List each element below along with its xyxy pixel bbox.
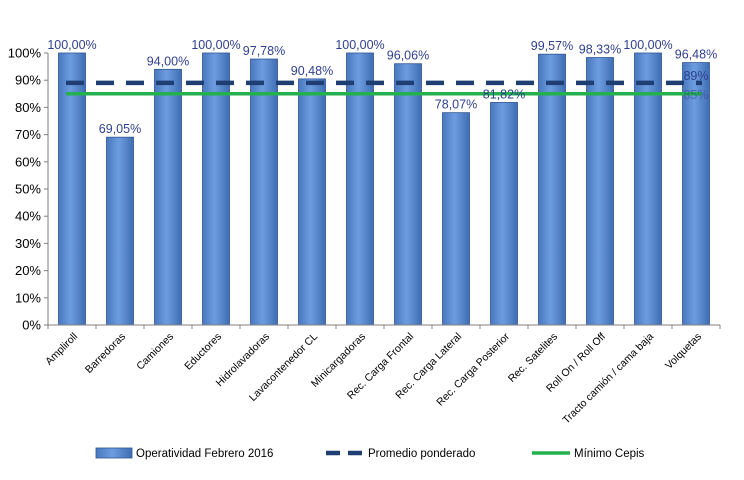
reference-lines: [66, 80, 702, 96]
bars: [58, 52, 710, 326]
bar: [346, 52, 374, 326]
y-tick-label: 60%: [15, 154, 41, 169]
x-axis: Ampliroll Barredoras Camiones EductoresHidr…: [43, 324, 721, 427]
bar-data-label: 96,06%: [387, 49, 429, 63]
bar: [298, 78, 326, 326]
bar: [154, 68, 182, 326]
y-tick-label: 10%: [15, 290, 41, 305]
bar-data-label: 100,00%: [335, 38, 384, 52]
bar-data-label: 99,57%: [531, 39, 573, 53]
bar-data-label: 69,05%: [99, 122, 141, 136]
y-tick-label: 100%: [8, 46, 42, 61]
promedio-ponderado-label: 89%: [683, 69, 708, 83]
bar-data-label: 78,07%: [435, 98, 477, 112]
bar-data-label: 98,33%: [579, 43, 621, 57]
bar-data-label: 94,00%: [147, 54, 189, 68]
minimo-cepis-label: 85%: [683, 88, 708, 102]
x-tick-label: Barredoras: [83, 331, 128, 376]
bar-data-label: 90,48%: [291, 64, 333, 78]
bar-data-label: 81,82%: [483, 87, 525, 101]
y-tick-label: 70%: [15, 127, 41, 142]
y-tick-label: 40%: [15, 209, 41, 224]
legend-label: Operatividad Febrero 2016: [136, 448, 273, 460]
bar: [394, 63, 422, 326]
y-tick-label: 30%: [15, 236, 41, 251]
data-labels: 100,00%69,05%94,00%100,00% 97,78%90,48%10…: [47, 38, 717, 136]
bar: [58, 52, 86, 326]
y-tick-label: 80%: [15, 100, 41, 115]
x-tick-label: Camiones: [134, 331, 176, 373]
y-axis: 0% 10% 20% 30% 40% 50% 60% 70% 80% 90% 100%: [8, 46, 49, 333]
bar: [202, 52, 230, 326]
legend-label: Mínimo Cepis: [574, 448, 645, 460]
legend: Operatividad Febrero 2016 Promedio ponder…: [95, 447, 645, 460]
bar-data-label: 100,00%: [191, 38, 240, 52]
x-tick-label: Tracto camión / cama baja: [560, 331, 656, 427]
x-tick-label: Ampliroll: [43, 331, 80, 368]
legend-bar-swatch: [95, 447, 133, 459]
bar-data-label: 96,48%: [675, 48, 717, 62]
y-tick-label: 90%: [15, 73, 41, 88]
bar-data-label: 97,78%: [243, 44, 285, 58]
y-tick-label: 50%: [15, 182, 41, 197]
bar: [442, 112, 470, 326]
bar: [250, 58, 278, 326]
bar: [586, 57, 614, 326]
bar: [538, 53, 566, 326]
bar-data-label: 100,00%: [623, 38, 672, 52]
bar: [106, 136, 134, 326]
legend-label: Promedio ponderado: [368, 448, 475, 460]
bar: [682, 62, 710, 326]
x-tick-label: Eductores: [182, 331, 224, 373]
x-tick-label: Volquetas: [663, 331, 704, 372]
y-tick-label: 0%: [22, 318, 41, 333]
y-tick-label: 20%: [15, 263, 41, 278]
bar-data-label: 100,00%: [47, 38, 96, 52]
x-tick-label: Rec. Satelites: [506, 331, 560, 385]
bar: [490, 102, 518, 326]
